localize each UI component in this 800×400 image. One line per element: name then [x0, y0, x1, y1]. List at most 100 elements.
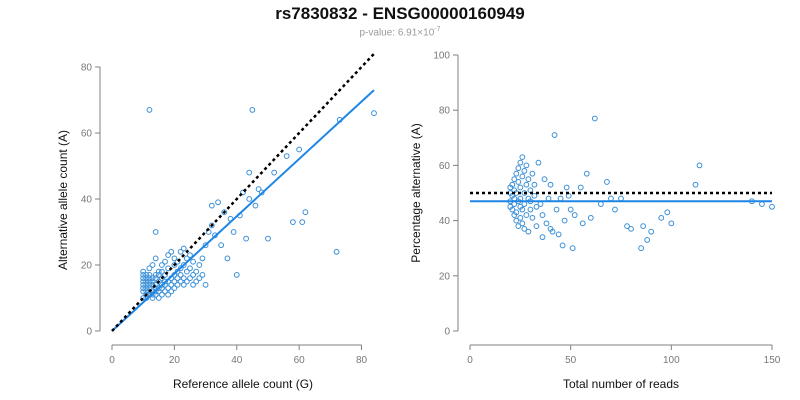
y-tick-label: 60	[81, 129, 93, 140]
chart-subtitle-pvalue: p-value: 6.91×10-7	[0, 26, 800, 38]
data-point	[519, 154, 526, 161]
data-point	[159, 275, 165, 282]
data-point	[537, 201, 544, 207]
data-point	[561, 217, 568, 224]
data-point	[180, 245, 187, 252]
data-point	[149, 281, 156, 288]
data-point	[146, 288, 153, 295]
data-point	[769, 203, 775, 210]
data-point	[193, 268, 200, 275]
data-point	[523, 162, 530, 169]
data-point	[171, 285, 178, 292]
data-point	[557, 195, 564, 202]
data-point	[539, 212, 546, 218]
data-point	[525, 228, 532, 235]
data-point	[171, 255, 178, 262]
data-point	[290, 219, 296, 226]
data-point	[152, 229, 159, 235]
data-point	[521, 225, 528, 232]
data-point	[535, 159, 542, 166]
y-tick-label: 20	[81, 261, 93, 272]
data-point	[525, 176, 532, 183]
data-point	[230, 229, 237, 235]
data-point	[162, 272, 168, 278]
data-point	[597, 201, 604, 207]
left-scatter-panel: 0 20 40 60 80 0 20 40 60 80 Reference allele count…	[56, 52, 377, 391]
x-axis-title: Reference allele count (G)	[173, 377, 313, 391]
data-point	[551, 132, 558, 138]
data-point	[143, 275, 150, 282]
data-point	[608, 195, 614, 202]
x-tick-label: 150	[764, 355, 781, 366]
data-point	[155, 285, 162, 292]
data-point	[545, 195, 552, 202]
data-point	[174, 258, 181, 265]
data-point	[155, 295, 162, 301]
data-point	[177, 278, 184, 285]
x-tick-label: 0	[467, 355, 473, 366]
data-point	[202, 242, 209, 249]
data-point	[187, 265, 193, 272]
data-point	[604, 179, 610, 185]
data-point	[155, 278, 162, 285]
data-point	[618, 195, 624, 202]
data-point	[513, 209, 520, 216]
data-point	[531, 181, 538, 188]
data-point	[519, 206, 526, 213]
data-point	[165, 285, 172, 292]
data-point	[233, 272, 240, 278]
y-tick-label: 40	[81, 195, 93, 206]
x-tick-label: 20	[169, 355, 181, 366]
data-point	[174, 268, 181, 275]
data-point	[143, 285, 150, 292]
data-point	[140, 281, 147, 288]
y-tick-label: 40	[439, 216, 451, 227]
data-point	[692, 181, 699, 188]
data-point	[541, 176, 548, 183]
data-point	[563, 184, 570, 191]
data-point	[146, 107, 153, 113]
data-point	[221, 209, 228, 216]
data-point	[509, 181, 516, 188]
x-tick-label: 60	[294, 355, 306, 366]
data-point	[143, 291, 150, 298]
data-point	[140, 295, 147, 301]
data-point	[521, 168, 528, 174]
right-scatter-panel: 0 50 100 150 0 20 40 60 80 100 Total number of rea…	[409, 51, 781, 392]
data-point	[569, 245, 576, 252]
data-point	[171, 278, 178, 285]
data-point	[515, 179, 522, 185]
data-point	[640, 223, 647, 230]
data-point	[177, 265, 184, 272]
data-point	[140, 285, 147, 292]
pvalue-text: p-value: 6.91×10	[359, 27, 435, 39]
regression-fit-line	[111, 89, 375, 332]
data-point	[155, 268, 162, 275]
data-point	[571, 212, 578, 218]
data-point	[174, 275, 181, 282]
data-point	[143, 281, 150, 288]
data-point	[612, 206, 618, 213]
x-tick-label: 40	[231, 355, 243, 366]
data-point	[513, 217, 520, 224]
data-point	[628, 225, 634, 232]
data-point	[180, 262, 187, 268]
data-point	[152, 288, 159, 295]
data-point	[547, 181, 554, 188]
data-point	[159, 262, 165, 268]
data-point	[149, 262, 156, 268]
data-point	[199, 272, 206, 278]
data-point	[591, 115, 598, 122]
data-point	[208, 202, 215, 209]
data-point	[302, 209, 309, 216]
data-point	[517, 159, 524, 166]
data-point	[196, 275, 203, 282]
data-point	[583, 170, 590, 177]
data-point	[577, 184, 584, 191]
data-point	[644, 237, 651, 243]
x-tick-label: 100	[663, 355, 680, 366]
data-point	[299, 219, 306, 226]
data-point	[183, 278, 190, 285]
data-point	[140, 278, 147, 285]
y-tick-label: 20	[439, 271, 451, 282]
